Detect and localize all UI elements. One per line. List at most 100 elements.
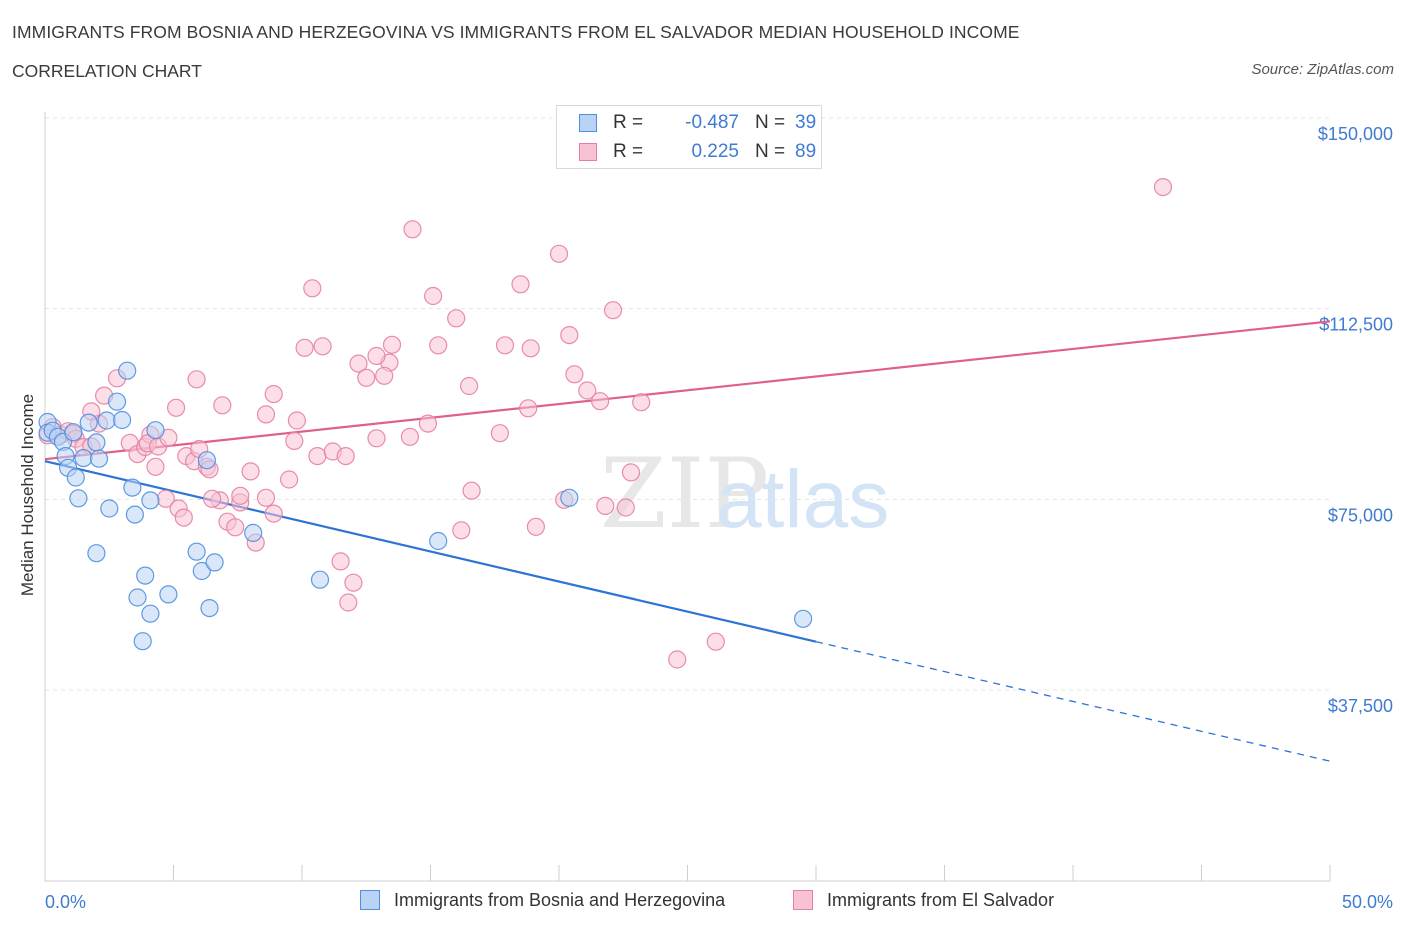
data-point xyxy=(213,396,232,415)
gridlines xyxy=(45,117,1330,691)
data-point xyxy=(400,427,419,446)
data-point xyxy=(64,423,83,442)
data-point xyxy=(256,405,276,424)
data-point xyxy=(526,517,546,536)
data-point xyxy=(596,496,615,515)
data-point xyxy=(565,365,584,384)
data-point xyxy=(107,392,127,411)
data-point xyxy=(490,424,509,443)
data-point xyxy=(123,478,142,497)
data-point xyxy=(133,632,152,651)
data-point xyxy=(429,336,448,355)
y-tick-label: $150,000 xyxy=(1318,124,1393,144)
data-point xyxy=(69,489,88,508)
data-point xyxy=(203,489,222,508)
data-point xyxy=(174,508,193,527)
legend-swatch-bosnia xyxy=(579,114,597,132)
data-point xyxy=(187,542,206,561)
data-point xyxy=(560,488,579,507)
data-point xyxy=(632,393,651,412)
data-point xyxy=(192,561,211,581)
trend-lines xyxy=(44,320,1331,762)
data-point xyxy=(339,593,358,612)
r-label: R = xyxy=(613,112,644,133)
y-tick-label: $112,500 xyxy=(1319,315,1393,335)
data-point xyxy=(344,573,363,592)
data-point xyxy=(136,566,155,585)
data-point xyxy=(264,504,283,523)
data-point xyxy=(146,421,165,440)
data-point xyxy=(375,366,394,385)
data-point xyxy=(287,411,306,430)
r-value-el-salvador: 0.225 xyxy=(691,141,739,162)
data-point xyxy=(367,346,386,366)
data-point xyxy=(231,486,250,505)
r-label: R = xyxy=(613,141,644,162)
n-label: N = xyxy=(755,112,786,133)
trend-line-bosnia-extrapolated xyxy=(815,641,1331,762)
x-tick-label-right: 50.0% xyxy=(1342,892,1393,912)
data-point xyxy=(706,632,725,651)
legend-swatch-el-salvador xyxy=(793,890,813,910)
data-point xyxy=(303,279,322,298)
data-point xyxy=(418,414,437,433)
y-tick-labels: $150,000 $112,500 $75,000 $37,500 xyxy=(1318,124,1393,716)
data-point xyxy=(125,505,144,524)
data-point xyxy=(313,337,332,356)
data-point xyxy=(447,309,466,328)
correlation-legend: R = -0.487 N = 39 R = 0.225 N = 89 xyxy=(556,105,822,169)
data-point xyxy=(87,433,106,452)
data-point xyxy=(603,301,623,320)
data-point xyxy=(100,499,119,518)
data-point xyxy=(521,339,540,358)
data-point xyxy=(197,451,216,470)
data-point xyxy=(89,449,109,468)
data-point xyxy=(793,609,813,628)
data-point xyxy=(1153,178,1173,197)
data-point xyxy=(331,552,350,571)
data-point xyxy=(146,457,165,476)
data-point xyxy=(462,481,481,500)
data-point xyxy=(205,553,224,572)
data-point xyxy=(452,521,471,540)
data-point xyxy=(74,449,93,468)
legend-swatch-bosnia xyxy=(360,890,380,910)
data-point xyxy=(560,326,579,345)
watermark-atlas: atlas xyxy=(716,454,889,545)
data-point xyxy=(256,488,276,507)
data-point xyxy=(578,381,597,400)
data-point xyxy=(621,463,641,482)
data-point xyxy=(141,604,160,623)
data-point xyxy=(367,429,386,448)
data-point xyxy=(310,570,330,589)
data-point xyxy=(357,368,376,387)
data-point xyxy=(79,413,98,432)
trend-line-bosnia xyxy=(44,460,817,643)
chart-title: IMMIGRANTS FROM BOSNIA AND HERZEGOVINA V… xyxy=(12,22,1020,42)
data-point xyxy=(495,336,515,355)
data-point xyxy=(97,411,116,430)
watermark: ZIP atlas xyxy=(600,438,889,550)
n-value-el-salvador: 89 xyxy=(795,141,817,162)
data-point xyxy=(112,410,132,430)
data-point xyxy=(264,385,283,404)
n-label: N = xyxy=(755,141,786,162)
data-point xyxy=(511,275,530,294)
n-value-bosnia: 39 xyxy=(795,112,817,133)
r-value-bosnia: -0.487 xyxy=(685,112,739,133)
data-point xyxy=(167,398,186,417)
trend-line-el-salvador xyxy=(44,320,1331,461)
data-point xyxy=(403,220,422,239)
data-point xyxy=(241,462,260,481)
data-point xyxy=(244,523,263,543)
data-point xyxy=(200,598,219,618)
data-point xyxy=(226,518,245,537)
data-point xyxy=(187,370,206,389)
data-point xyxy=(590,392,610,411)
data-points xyxy=(38,178,1173,669)
data-point xyxy=(87,544,106,563)
legend-label-bosnia: Immigrants from Bosnia and Herzegovina xyxy=(394,890,726,910)
watermark-zip: ZIP xyxy=(600,438,769,550)
series-bosnia-points xyxy=(38,361,813,651)
legend-label-el-salvador: Immigrants from El Salvador xyxy=(827,890,1055,910)
